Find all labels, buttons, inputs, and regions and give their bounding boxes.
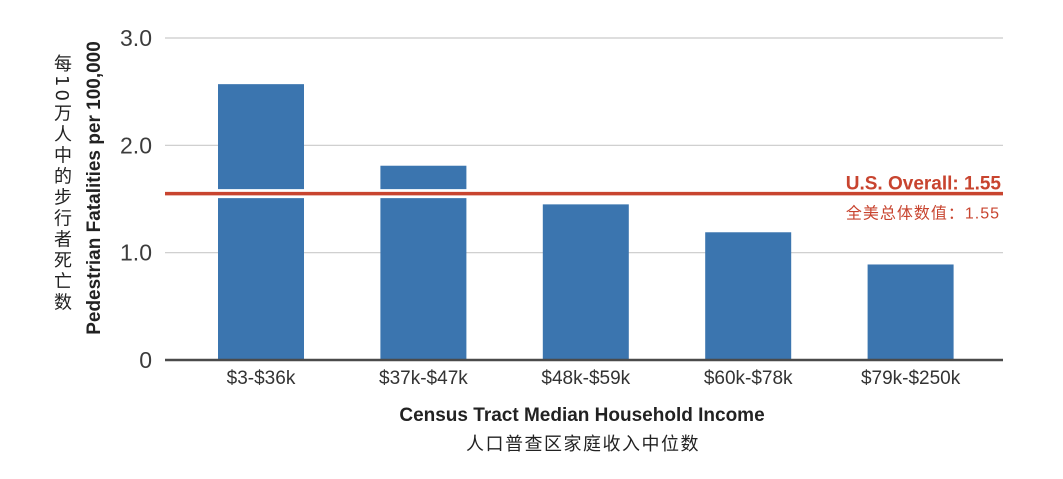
bar bbox=[218, 84, 304, 361]
bar bbox=[867, 264, 954, 360]
y-tick-label: 3.0 bbox=[120, 25, 152, 51]
x-axis-ticks: $3-$36k $37k-$47k $48k-$59k $60k-$78k $79k-$… bbox=[227, 368, 961, 389]
y-tick-label: 1.0 bbox=[120, 240, 152, 266]
bar bbox=[705, 232, 792, 360]
x-tick-label: $79k-$250k bbox=[861, 368, 961, 389]
bars bbox=[218, 84, 954, 361]
y-tick-label: 2.0 bbox=[120, 132, 152, 158]
reference-line-label: U.S. Overall: 1.55 bbox=[846, 174, 1002, 195]
bar bbox=[542, 204, 629, 360]
y-axis-title-zh: 每10万人中的步行者死亡数 bbox=[51, 54, 72, 314]
y-tick-label: 0 bbox=[139, 347, 152, 373]
x-tick-label: $60k-$78k bbox=[704, 368, 793, 389]
x-axis-title-zh: 人口普查区家庭收入中位数 bbox=[466, 434, 700, 454]
y-axis-title: Pedestrian Fatalities per 100,000 bbox=[84, 41, 105, 335]
reference-line-label-zh: 全美总体数值：1.55 bbox=[846, 205, 1000, 223]
x-axis-title: Census Tract Median Household Income bbox=[399, 405, 764, 426]
x-tick-label: $3-$36k bbox=[227, 368, 296, 389]
x-tick-label: $48k-$59k bbox=[541, 368, 630, 389]
y-axis-ticks: 0 1.0 2.0 3.0 bbox=[120, 25, 152, 373]
x-tick-label: $37k-$47k bbox=[379, 368, 468, 389]
